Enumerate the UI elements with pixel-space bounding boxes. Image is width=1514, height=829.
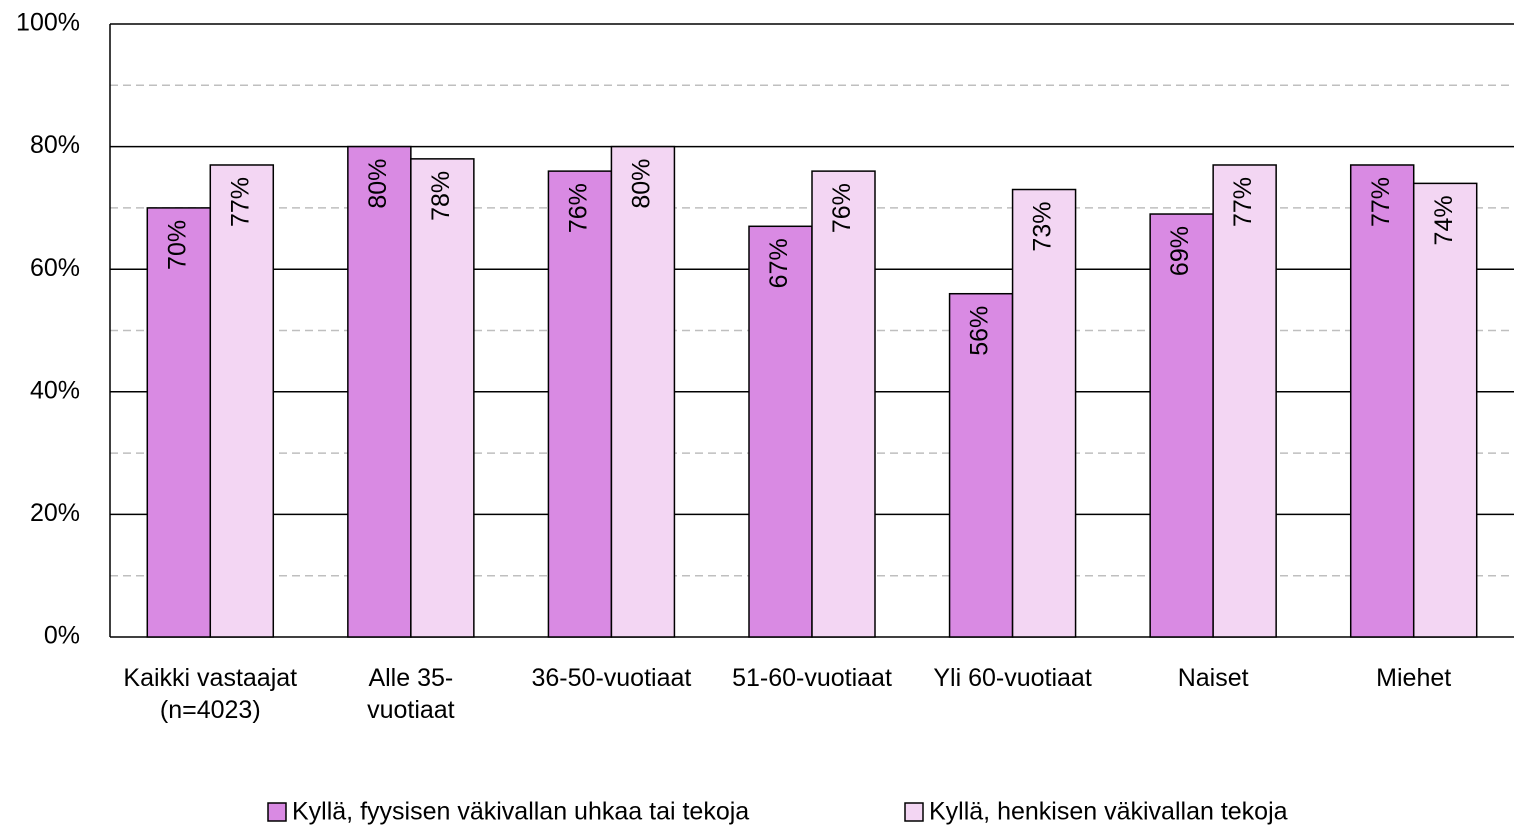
- data-label: 74%: [1430, 195, 1458, 245]
- x-tick-label: Miehet: [1376, 664, 1452, 692]
- legend-label: Kyllä, fyysisen väkivallan uhkaa tai tek…: [292, 798, 749, 826]
- bar: [209, 164, 275, 638]
- x-tick-label: Yli 60-vuotiaat: [933, 664, 1092, 692]
- bar: [410, 158, 475, 638]
- data-label: 77%: [1367, 177, 1395, 227]
- data-label: 69%: [1166, 226, 1194, 276]
- data-label: 77%: [226, 177, 254, 227]
- y-tick-label: 80%: [30, 131, 80, 159]
- bar: [347, 145, 412, 638]
- y-tick-label: 0%: [44, 622, 80, 650]
- x-tick-label: Alle 35- vuotiaat: [367, 664, 455, 724]
- bar: [547, 170, 613, 638]
- y-tick-label: 100%: [16, 9, 80, 37]
- data-label: 78%: [427, 171, 455, 221]
- y-tick-label: 60%: [30, 254, 80, 282]
- x-tick-label: 36-50-vuotiaat: [531, 664, 692, 692]
- data-label: 76%: [828, 183, 856, 233]
- data-label: 80%: [628, 159, 656, 209]
- bar: [146, 207, 212, 638]
- bar: [610, 145, 676, 638]
- bar: [1011, 188, 1077, 638]
- data-label: 73%: [1029, 202, 1057, 252]
- data-label: 56%: [966, 306, 994, 356]
- bar: [948, 292, 1014, 638]
- bar: [1349, 164, 1415, 638]
- data-label: 77%: [1229, 177, 1257, 227]
- data-label: 76%: [565, 183, 593, 233]
- legend-swatch: [267, 802, 287, 822]
- y-tick-label: 20%: [30, 499, 80, 527]
- bar: [1149, 213, 1214, 638]
- bar: [1412, 182, 1478, 638]
- bar: [1212, 164, 1277, 638]
- x-tick-label: 51-60-vuotiaat: [732, 664, 892, 692]
- x-tick-label: Naiset: [1177, 664, 1249, 692]
- data-label: 80%: [364, 159, 392, 209]
- bar: [811, 170, 876, 638]
- data-label: 67%: [765, 238, 793, 288]
- y-tick-label: 40%: [30, 376, 80, 404]
- legend-swatch: [904, 802, 924, 822]
- x-tick-label: Kaikki vastaajat (n=4023): [123, 664, 298, 724]
- legend-label: Kyllä, henkisen väkivallan tekoja: [929, 798, 1288, 826]
- bar: [748, 225, 813, 638]
- data-label: 70%: [163, 220, 191, 270]
